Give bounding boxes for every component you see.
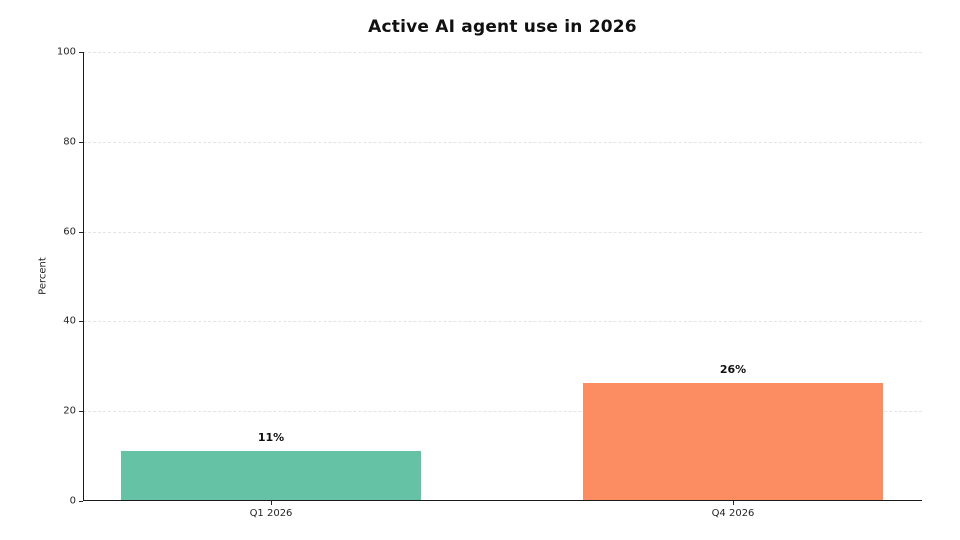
y-tick-mark-80 [79,141,83,143]
x-tick-label-1: Q1 2026 [249,508,293,519]
y-tick-label-20: 20 [63,405,76,417]
y-tick-mark-100 [79,52,83,53]
y-tick-mark-60 [79,231,83,233]
gridline-100 [83,52,922,53]
y-tick-label-80: 80 [63,136,76,148]
gridline-60 [83,231,922,233]
chart-title: Active AI agent use in 2026 [368,17,637,37]
y-tick-label-60: 60 [63,226,76,238]
x-tick-mark-1 [271,501,272,505]
bar-q1-2026 [121,450,421,500]
gridline-80 [83,141,922,143]
bar-q4-2026 [583,383,883,500]
y-tick-mark-0 [79,501,83,502]
bar-value-label-2: 26% [719,363,747,377]
y-tick-mark-40 [79,321,83,323]
bar-value-label-1: 11% [257,430,285,444]
gridline-40 [83,321,922,323]
y-tick-label-100: 100 [56,46,76,58]
x-tick-label-2: Q4 2026 [711,508,755,519]
y-tick-mark-20 [79,411,83,413]
plot-area: 11% 26% [83,52,922,501]
y-axis-label: Percent [37,257,49,295]
x-tick-mark-2 [733,501,734,505]
y-axis-spine [83,52,84,501]
gridline-20 [83,411,922,413]
y-tick-label-40: 40 [63,315,76,327]
x-axis-spine [83,499,922,501]
y-tick-label-0: 0 [69,495,76,507]
